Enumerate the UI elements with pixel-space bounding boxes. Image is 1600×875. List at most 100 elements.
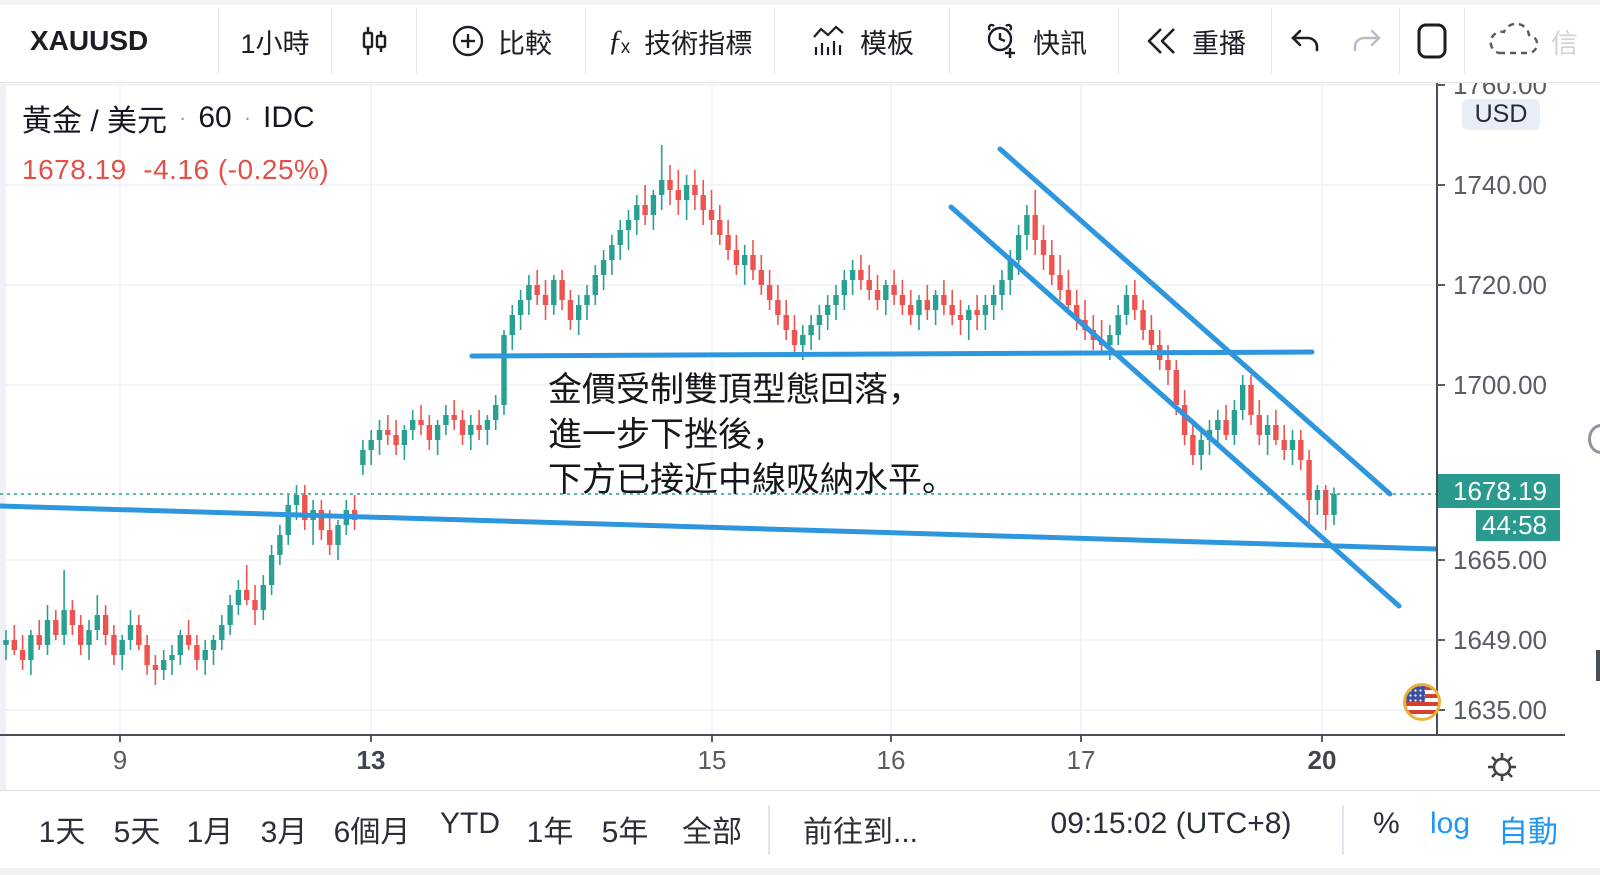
candle-body: [285, 505, 291, 535]
time-axis-label: 16: [876, 745, 906, 775]
chart-legend: 黃金 / 美元 · 60 · IDC 1678.19 -4.16 (-0.25%…: [22, 96, 329, 186]
price-axis-label: 1700.00: [1453, 370, 1547, 400]
templates-button[interactable]: 模板: [775, 0, 949, 82]
neckline[interactable]: [469, 349, 1315, 359]
goto-date-button[interactable]: 前往到...: [803, 816, 919, 849]
auto-scale-button[interactable]: 自動: [1498, 816, 1558, 849]
time-axis-label: 15: [697, 745, 727, 775]
price-axis[interactable]: USD 1760.00 1740.00 1720.00 1700.00 1665.00 1…: [1437, 82, 1600, 735]
price-axis-line[interactable]: [1436, 82, 1438, 735]
range-button-6個月[interactable]: 6個月: [333, 816, 411, 849]
range-button-YTD[interactable]: YTD: [440, 807, 500, 840]
top-edge-strip: [0, 0, 1600, 5]
candle-body: [210, 640, 217, 650]
time-axis-tick: [1080, 736, 1082, 742]
candle-body: [891, 285, 897, 295]
candle-body: [1148, 330, 1155, 345]
candle-body: [185, 635, 192, 645]
candle-body: [318, 510, 325, 530]
percent-scale-button[interactable]: %: [1373, 807, 1400, 840]
range-button-1月[interactable]: 1月: [186, 816, 234, 849]
cloud-save-button[interactable]: 信: [1465, 0, 1600, 82]
alerts-button[interactable]: 快訊: [950, 0, 1118, 82]
clipped-scrollbar-fragment: [1596, 650, 1600, 681]
candle-body: [401, 430, 408, 445]
channel-upper-line[interactable]: [997, 146, 1393, 497]
candle-body: [667, 180, 673, 190]
price-axis-tick: [1437, 639, 1445, 641]
price-axis-tick: [1437, 709, 1445, 711]
candle-body: [924, 300, 930, 310]
interval-button[interactable]: 1小時: [219, 0, 331, 82]
analysis-annotation[interactable]: 金價受制雙頂型態回落， 進一步下挫後， 下方已接近中線吸納水平。: [548, 368, 956, 503]
candle-body: [1057, 275, 1063, 290]
alerts-label: 快訊: [1033, 28, 1087, 59]
range-button-1天[interactable]: 1天: [38, 816, 86, 849]
candle-body: [825, 305, 831, 315]
support-line[interactable]: [0, 503, 1437, 552]
price-chart[interactable]: [0, 82, 1437, 735]
candle-body: [69, 610, 76, 625]
candle-body: [53, 620, 59, 635]
toolbar-divider: [1464, 8, 1465, 74]
candle-body: [775, 300, 781, 315]
range-button-5年[interactable]: 5年: [601, 816, 649, 849]
time-axis-label: 13: [356, 745, 386, 775]
candle-body: [302, 495, 308, 520]
compare-button[interactable]: 比較: [417, 0, 585, 82]
candle-body: [78, 625, 84, 645]
replay-button[interactable]: 重播: [1119, 0, 1271, 82]
price-axis-label: 1740.00: [1453, 170, 1547, 200]
candle-body: [468, 425, 474, 435]
fullscreen-button[interactable]: [1400, 0, 1464, 82]
candle-body: [659, 180, 665, 195]
candle-body: [260, 585, 266, 610]
symbol-title[interactable]: 黃金 / 美元: [22, 105, 168, 138]
chart-template-icon: [810, 23, 848, 59]
legend-interval: 60: [198, 101, 232, 134]
channel-lower-line[interactable]: [948, 204, 1402, 609]
candle-body: [86, 630, 92, 645]
candle-body: [858, 270, 864, 280]
candle-body: [152, 665, 159, 670]
chart-style-button[interactable]: [332, 0, 416, 82]
candle-body: [327, 530, 333, 545]
candle-body: [1215, 420, 1221, 430]
price-axis-tick: [1437, 559, 1445, 561]
time-axis-tick: [890, 736, 892, 742]
candle-body: [459, 420, 466, 435]
candle-body: [609, 245, 615, 260]
time-axis-line[interactable]: [0, 734, 1565, 736]
candle-body: [949, 305, 955, 315]
candle-body: [542, 295, 549, 305]
candle-body: [235, 590, 242, 605]
symbol-button[interactable]: XAUUSD: [0, 0, 218, 82]
price-axis-tick: [1437, 384, 1445, 386]
candle-body: [1281, 440, 1287, 450]
candle-body: [36, 635, 42, 645]
axis-settings-button[interactable]: [1484, 749, 1520, 790]
candle-body: [1049, 255, 1055, 275]
candle-body: [418, 420, 424, 425]
templates-label: 模板: [860, 28, 914, 59]
interval-label: 1小時: [240, 28, 310, 59]
candle-body: [982, 305, 989, 315]
clock-label[interactable]: 09:15:02 (UTC+8): [1050, 807, 1292, 840]
time-axis-tick: [370, 736, 372, 742]
undo-icon[interactable]: [1288, 27, 1322, 55]
time-axis[interactable]: 9 13 15 16 17 20: [0, 736, 1437, 790]
range-button-5天[interactable]: 5天: [113, 816, 161, 849]
candle-body: [268, 555, 275, 585]
log-scale-button[interactable]: log: [1430, 807, 1471, 840]
candle-body: [1331, 494, 1337, 515]
range-button-3月[interactable]: 3月: [260, 816, 308, 849]
toolbar-divider: [1399, 8, 1400, 74]
range-button-全部[interactable]: 全部: [682, 816, 742, 849]
toolbar-divider: [949, 8, 950, 74]
range-button-1年[interactable]: 1年: [526, 816, 574, 849]
candle-body: [700, 195, 706, 210]
candle-body: [966, 310, 972, 320]
redo-icon[interactable]: [1350, 27, 1384, 55]
